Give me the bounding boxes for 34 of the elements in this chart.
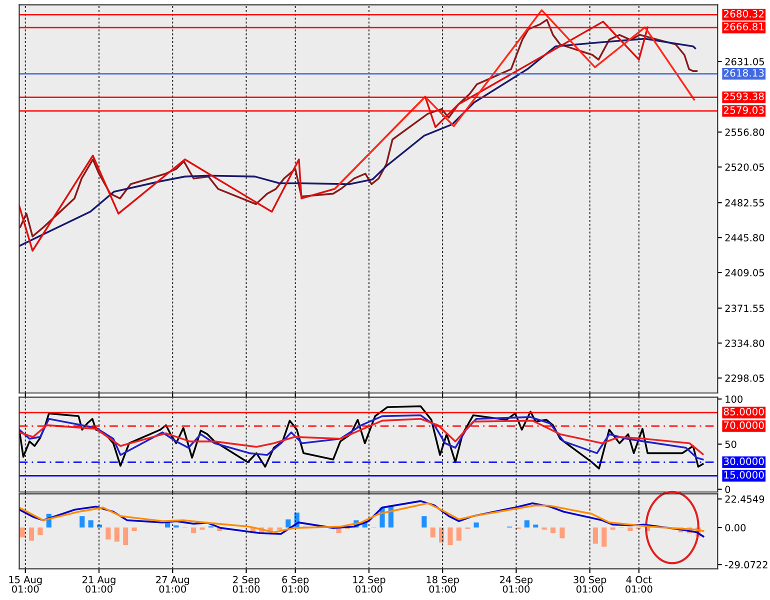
x-tick-label: 30 Sep 01:00 (574, 576, 606, 593)
ref-line-label: 30.0000 (724, 458, 764, 466)
y-tick-label: 50 (725, 440, 736, 448)
x-tick-label: 27 Aug 01:00 (156, 576, 189, 593)
x-tick-label: 6 Sep 01:00 (282, 576, 309, 593)
ref-line-label: 70.0000 (724, 421, 764, 429)
y-tick-label: 2520.05 (725, 163, 764, 171)
y-tick-label: 2482.55 (725, 199, 764, 206)
y-tick-label: 2556.80 (725, 128, 764, 136)
ref-line-label: 2618.13 (724, 69, 764, 77)
x-tick-label: 15 Aug 01:00 (9, 576, 42, 593)
y-tick-label: 100 (726, 395, 742, 403)
y-tick-label: 2445.80 (725, 234, 764, 242)
y-tick-label: 2371.55 (725, 304, 764, 312)
y-tick-label: 2409.05 (725, 268, 764, 276)
ref-line-label: 2593.38 (724, 92, 764, 100)
x-tick-label: 4 Oct 01:00 (626, 576, 652, 593)
ref-line-label: 2680.32 (724, 10, 764, 18)
ref-line-label: 85.0000 (724, 408, 764, 416)
y-tick-label: 0 (725, 486, 730, 494)
y-tick-label: 22.4549 (725, 495, 764, 503)
x-tick-label: 18 Sep 01:00 (426, 576, 459, 593)
y-tick-label: 0.00 (725, 524, 746, 532)
x-tick-label: 2 Sep 01:00 (232, 576, 260, 593)
y-tick-label: 2334.80 (725, 340, 764, 347)
y-tick-label: 2631.05 (725, 58, 764, 66)
x-tick-label: 21 Aug 01:00 (82, 576, 116, 593)
y-tick-label: -29.0722 (725, 561, 768, 568)
y-tick-label: 2298.05 (725, 374, 764, 382)
x-tick-label: 24 Sep 01:00 (500, 576, 533, 593)
ref-line-label: 2666.81 (724, 22, 764, 30)
ref-line-label: 2579.03 (724, 106, 764, 114)
ref-line-label: 15.0000 (724, 471, 764, 479)
x-tick-label: 12 Sep 01:00 (353, 576, 386, 593)
